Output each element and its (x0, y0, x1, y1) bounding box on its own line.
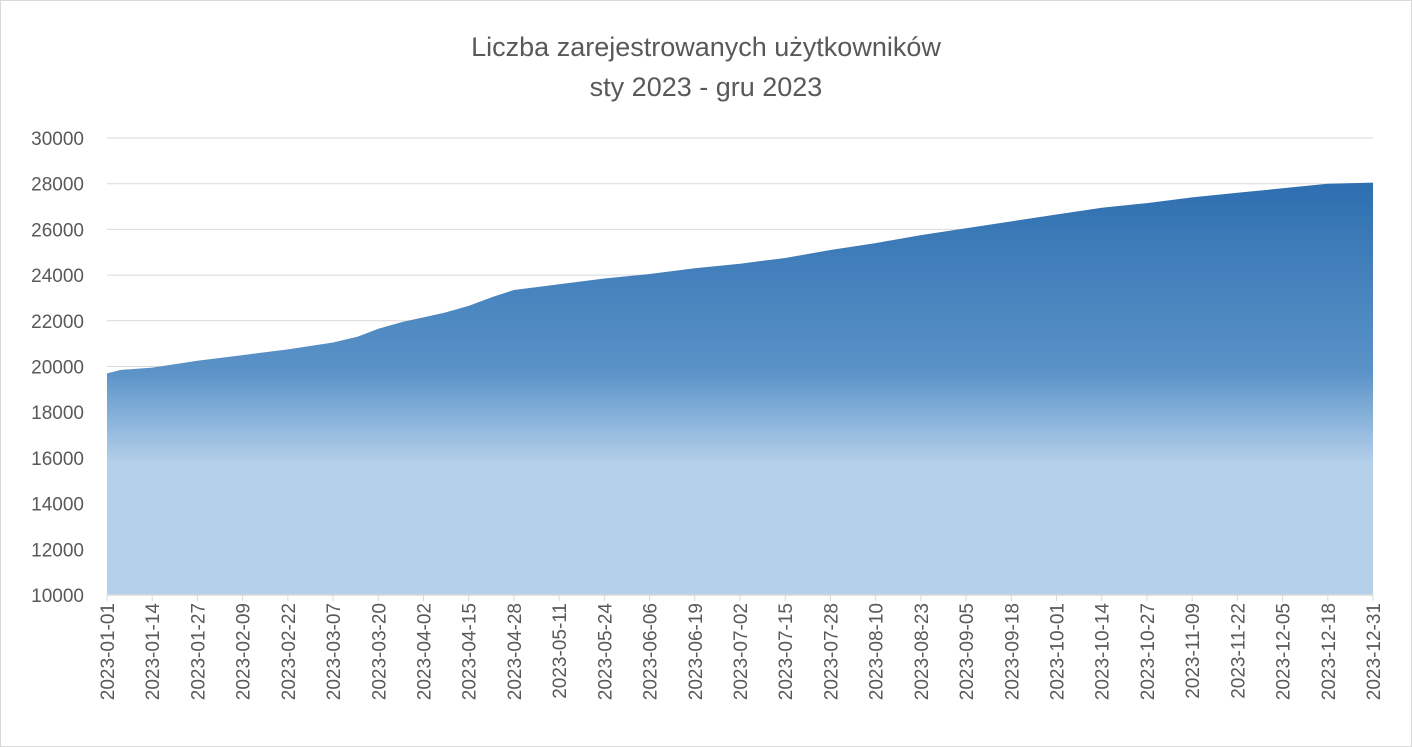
x-tick-label: 2023-03-20 (369, 603, 390, 700)
x-tick-label: 2023-01-14 (143, 603, 164, 701)
y-tick-label: 24000 (31, 266, 84, 287)
x-tick-label: 2023-01-01 (98, 603, 119, 700)
x-tick-label: 2023-09-18 (1002, 603, 1023, 700)
y-tick-label: 14000 (31, 495, 84, 516)
x-tick-label: 2023-12-31 (1364, 603, 1385, 700)
x-tick-label: 2023-11-09 (1183, 603, 1204, 699)
x-tick-label: 2023-09-05 (957, 603, 978, 700)
x-tick-label: 2023-04-15 (460, 603, 481, 700)
x-tick-label: 2023-10-01 (1048, 603, 1069, 700)
x-tick-label: 2023-07-15 (776, 603, 797, 700)
x-tick-label: 2023-05-24 (595, 603, 616, 701)
x-tick-label: 2023-10-14 (1093, 603, 1114, 701)
x-tick-label: 2023-10-27 (1138, 603, 1159, 700)
x-tick-label: 2023-06-19 (686, 603, 707, 700)
x-tick-label: 2023-04-02 (415, 603, 436, 700)
chart-subtitle: sty 2023 - gru 2023 (590, 72, 823, 102)
x-tick-label: 2023-07-02 (731, 603, 752, 700)
data-area (107, 182, 1373, 595)
y-tick-label: 26000 (31, 220, 84, 241)
y-tick-label: 18000 (31, 403, 84, 424)
x-axis: 2023-01-01 2023-01-14 2023-01-27 2023-02-09… (98, 594, 1385, 701)
chart-title: Liczba zarejestrowanych użytkowników (471, 32, 941, 62)
x-tick-label: 2023-12-05 (1274, 603, 1295, 700)
x-tick-label: 2023-08-23 (912, 603, 933, 700)
x-tick-label: 2023-02-22 (279, 603, 300, 700)
y-tick-label: 22000 (31, 312, 84, 333)
y-axis: 10000 12000 14000 16000 18000 20000 22000 24000… (31, 129, 84, 607)
x-tick-label: 2023-07-28 (821, 603, 842, 700)
x-tick-label: 2023-05-11 (550, 603, 571, 699)
y-tick-label: 10000 (31, 586, 84, 607)
y-tick-label: 30000 (31, 129, 84, 150)
x-tick-label: 2023-06-06 (641, 603, 662, 700)
y-tick-label: 20000 (31, 358, 84, 379)
y-tick-label: 16000 (31, 449, 84, 470)
area-series (107, 182, 1373, 595)
x-tick-label: 2023-02-09 (234, 603, 255, 700)
y-tick-label: 12000 (31, 540, 84, 561)
x-tick-label: 2023-08-10 (867, 603, 888, 700)
x-tick-label: 2023-04-28 (505, 603, 526, 700)
x-tick-label: 2023-03-07 (324, 603, 345, 700)
x-tick-label: 2023-11-22 (1228, 603, 1249, 699)
x-tick-label: 2023-12-18 (1319, 603, 1340, 700)
y-tick-label: 28000 (31, 175, 84, 196)
x-tick-label: 2023-01-27 (188, 603, 209, 700)
